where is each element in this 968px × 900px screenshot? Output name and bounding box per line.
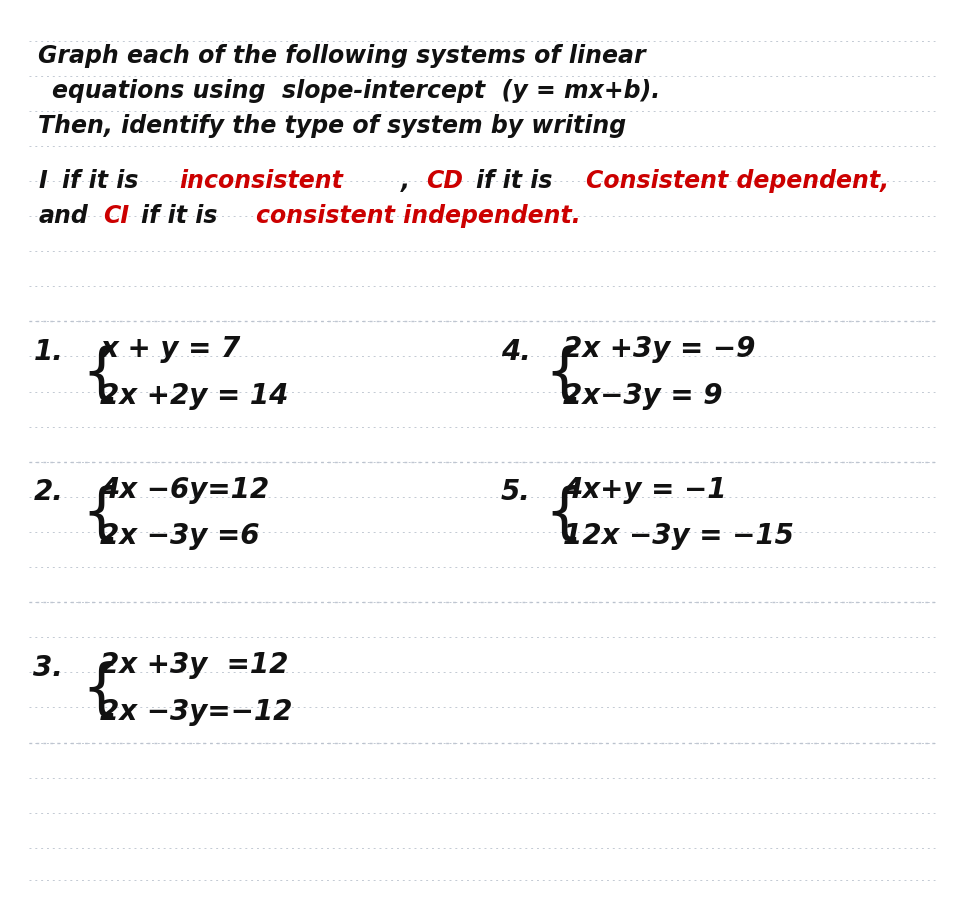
Text: Consistent dependent,: Consistent dependent, xyxy=(586,169,890,193)
Text: 2x +2y = 14: 2x +2y = 14 xyxy=(101,382,288,410)
Text: {: { xyxy=(81,485,120,544)
Text: inconsistent: inconsistent xyxy=(179,169,344,193)
Text: if it is: if it is xyxy=(476,169,553,193)
Text: 2.: 2. xyxy=(34,478,63,507)
Text: 3.: 3. xyxy=(34,653,63,682)
Text: and: and xyxy=(38,204,88,228)
Text: 4x+y = −1: 4x+y = −1 xyxy=(563,475,727,504)
Text: 4x −6y=12: 4x −6y=12 xyxy=(101,475,269,504)
Text: Graph each of the following systems of linear: Graph each of the following systems of l… xyxy=(38,44,646,68)
Text: 2x −3y =6: 2x −3y =6 xyxy=(101,522,259,551)
Text: ,: , xyxy=(401,169,426,193)
Text: 2x +3y  =12: 2x +3y =12 xyxy=(101,651,288,680)
Text: {: { xyxy=(81,345,120,403)
Text: if it is: if it is xyxy=(62,169,138,193)
Text: {: { xyxy=(544,345,583,403)
Text: CI: CI xyxy=(103,204,129,228)
Text: I: I xyxy=(38,169,46,193)
Text: {: { xyxy=(81,661,120,719)
Text: 1.: 1. xyxy=(34,338,63,366)
Text: 2x +3y = −9: 2x +3y = −9 xyxy=(563,335,755,364)
Text: Then, identify the type of system by writing: Then, identify the type of system by wri… xyxy=(38,114,626,138)
Text: 4.: 4. xyxy=(501,338,530,366)
Text: 2x −3y=−12: 2x −3y=−12 xyxy=(101,698,292,726)
Text: equations using  slope-intercept  (y = mx+b).: equations using slope-intercept (y = mx+… xyxy=(52,79,661,103)
Text: {: { xyxy=(544,485,583,544)
Text: 12x −3y = −15: 12x −3y = −15 xyxy=(563,522,794,551)
Text: CD: CD xyxy=(427,169,464,193)
Text: if it is: if it is xyxy=(141,204,218,228)
Text: x + y = 7: x + y = 7 xyxy=(101,335,240,364)
Text: consistent independent.: consistent independent. xyxy=(256,204,581,228)
Text: 2x−3y = 9: 2x−3y = 9 xyxy=(563,382,723,410)
Text: 5.: 5. xyxy=(501,478,530,507)
